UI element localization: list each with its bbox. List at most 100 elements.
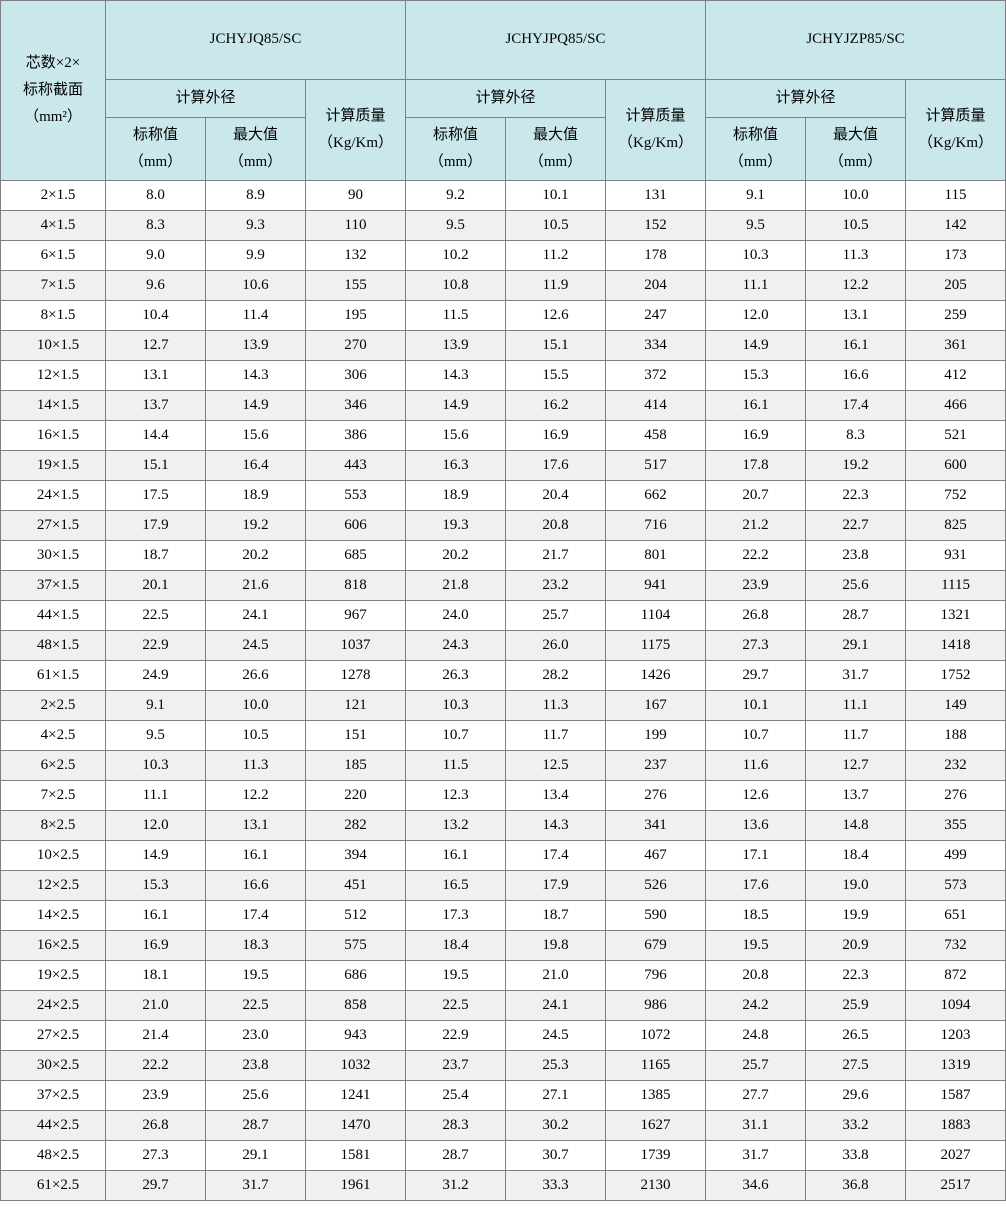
cell-value: 30.7 (506, 1141, 606, 1171)
cell-value: 22.3 (806, 481, 906, 511)
table-row: 16×2.516.918.357518.419.867919.520.9732 (1, 931, 1006, 961)
header-mass: 计算质量（Kg/Km） (906, 80, 1006, 181)
cell-value: 15.6 (406, 421, 506, 451)
cell-spec: 7×1.5 (1, 271, 106, 301)
cell-value: 16.9 (706, 421, 806, 451)
header-max-label: 最大值 (533, 127, 578, 143)
cell-value: 13.7 (106, 391, 206, 421)
cell-value: 20.7 (706, 481, 806, 511)
cell-value: 29.7 (706, 661, 806, 691)
cell-value: 14.9 (106, 841, 206, 871)
cell-value: 27.3 (706, 631, 806, 661)
cell-value: 25.3 (506, 1051, 606, 1081)
cell-spec: 16×1.5 (1, 421, 106, 451)
cell-value: 19.9 (806, 901, 906, 931)
cell-value: 31.7 (706, 1141, 806, 1171)
cell-value: 18.1 (106, 961, 206, 991)
cell-value: 10.1 (506, 181, 606, 211)
cell-value: 801 (606, 541, 706, 571)
cell-value: 15.1 (506, 331, 606, 361)
cell-value: 24.5 (506, 1021, 606, 1051)
table-row: 12×2.515.316.645116.517.952617.619.0573 (1, 871, 1006, 901)
table-row: 7×2.511.112.222012.313.427612.613.7276 (1, 781, 1006, 811)
cell-spec: 24×1.5 (1, 481, 106, 511)
cell-value: 28.7 (206, 1111, 306, 1141)
cell-spec: 12×1.5 (1, 361, 106, 391)
cell-value: 121 (306, 691, 406, 721)
cell-value: 1739 (606, 1141, 706, 1171)
header-max-label: 最大值 (833, 127, 878, 143)
cell-value: 361 (906, 331, 1006, 361)
cell-value: 20.8 (506, 511, 606, 541)
table-row: 61×1.524.926.6127826.328.2142629.731.717… (1, 661, 1006, 691)
cell-value: 26.8 (106, 1111, 206, 1141)
cell-value: 1587 (906, 1081, 1006, 1111)
cell-value: 14.3 (506, 811, 606, 841)
cell-value: 21.2 (706, 511, 806, 541)
cell-value: 23.7 (406, 1051, 506, 1081)
cell-value: 13.7 (806, 781, 906, 811)
cell-value: 19.5 (706, 931, 806, 961)
cell-value: 606 (306, 511, 406, 541)
cell-value: 31.1 (706, 1111, 806, 1141)
cell-value: 386 (306, 421, 406, 451)
cell-value: 662 (606, 481, 706, 511)
table-row: 4×1.58.39.31109.510.51529.510.5142 (1, 211, 1006, 241)
header-diameter: 计算外径 (106, 80, 306, 118)
cell-value: 25.7 (506, 601, 606, 631)
cell-value: 30.2 (506, 1111, 606, 1141)
table-row: 30×1.518.720.268520.221.780122.223.8931 (1, 541, 1006, 571)
cell-value: 12.0 (106, 811, 206, 841)
cell-value: 31.7 (806, 661, 906, 691)
cell-value: 16.2 (506, 391, 606, 421)
header-spec-l2: 标称截面 (23, 82, 83, 98)
cell-value: 204 (606, 271, 706, 301)
cell-value: 24.1 (206, 601, 306, 631)
table-row: 7×1.59.610.615510.811.920411.112.2205 (1, 271, 1006, 301)
header-diameter: 计算外径 (406, 80, 606, 118)
header-mass-label: 计算质量 (926, 108, 986, 124)
cell-value: 28.2 (506, 661, 606, 691)
cell-value: 15.1 (106, 451, 206, 481)
cell-value: 20.9 (806, 931, 906, 961)
cell-value: 17.4 (806, 391, 906, 421)
cell-value: 1321 (906, 601, 1006, 631)
cell-value: 1278 (306, 661, 406, 691)
cell-value: 237 (606, 751, 706, 781)
cell-value: 21.4 (106, 1021, 206, 1051)
cell-value: 1032 (306, 1051, 406, 1081)
cell-value: 19.5 (406, 961, 506, 991)
cell-spec: 8×1.5 (1, 301, 106, 331)
cell-value: 600 (906, 451, 1006, 481)
cell-value: 270 (306, 331, 406, 361)
cell-spec: 14×2.5 (1, 901, 106, 931)
cell-value: 10.7 (406, 721, 506, 751)
header-nominal: 标称值（mm） (706, 118, 806, 181)
cell-value: 26.8 (706, 601, 806, 631)
table-body: 2×1.58.08.9909.210.11319.110.01154×1.58.… (1, 181, 1006, 1201)
header-nominal-label: 标称值 (133, 127, 178, 143)
table-row: 44×2.526.828.7147028.330.2162731.133.218… (1, 1111, 1006, 1141)
cell-value: 679 (606, 931, 706, 961)
cell-value: 28.3 (406, 1111, 506, 1141)
cell-value: 33.2 (806, 1111, 906, 1141)
cell-value: 11.3 (506, 691, 606, 721)
cell-value: 1094 (906, 991, 1006, 1021)
header-nominal-unit: （mm） (729, 154, 782, 170)
cell-value: 12.7 (806, 751, 906, 781)
cell-value: 18.4 (406, 931, 506, 961)
header-max-unit: （mm） (529, 154, 582, 170)
cell-value: 23.0 (206, 1021, 306, 1051)
cell-value: 17.6 (706, 871, 806, 901)
cell-value: 15.3 (706, 361, 806, 391)
cell-value: 1385 (606, 1081, 706, 1111)
cell-value: 512 (306, 901, 406, 931)
cell-spec: 6×2.5 (1, 751, 106, 781)
cell-value: 185 (306, 751, 406, 781)
table-row: 8×1.510.411.419511.512.624712.013.1259 (1, 301, 1006, 331)
cell-value: 16.9 (506, 421, 606, 451)
table-row: 2×2.59.110.012110.311.316710.111.1149 (1, 691, 1006, 721)
cell-value: 12.2 (806, 271, 906, 301)
cell-value: 9.0 (106, 241, 206, 271)
cell-value: 16.9 (106, 931, 206, 961)
